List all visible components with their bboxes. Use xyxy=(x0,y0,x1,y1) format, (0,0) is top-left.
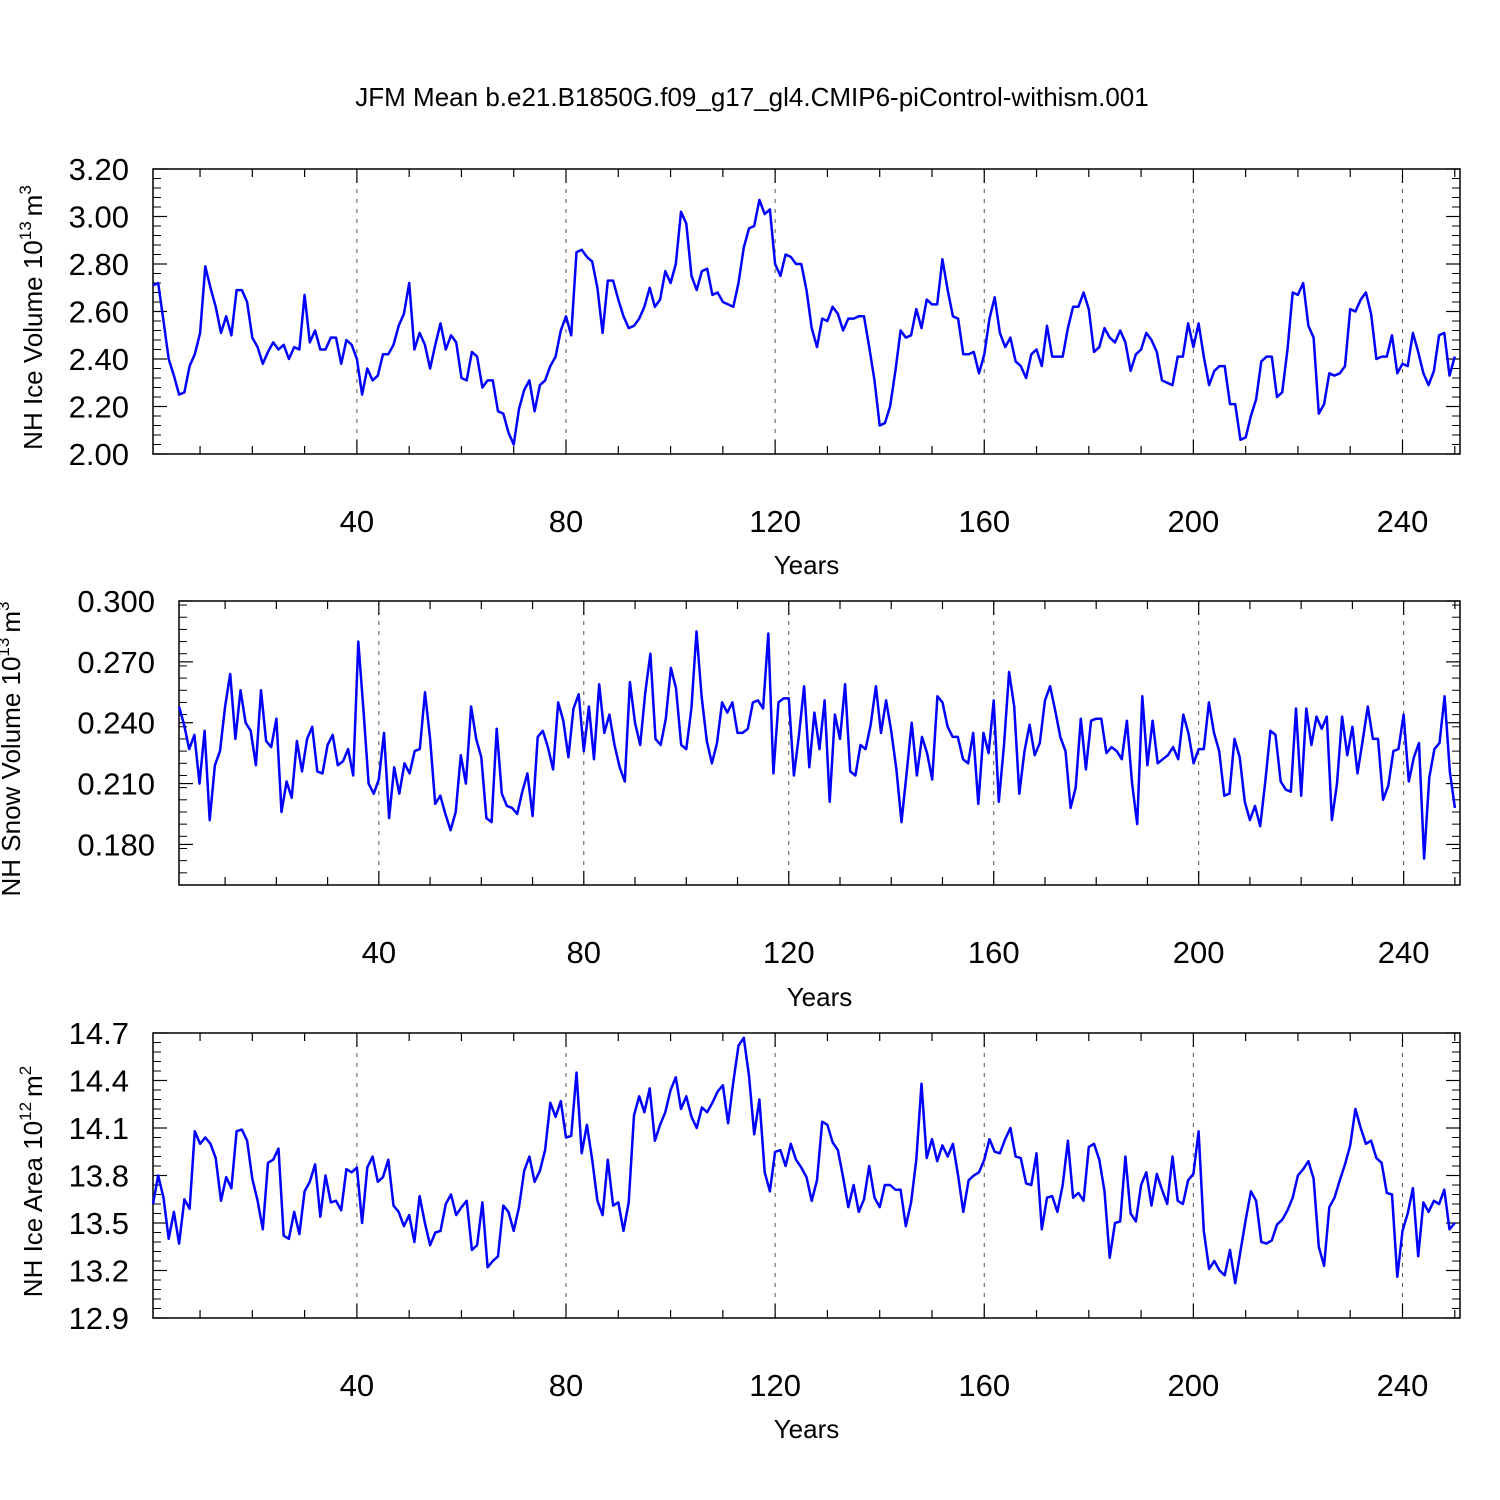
y-tick-label: 13.5 xyxy=(69,1206,129,1241)
x-axis-label: Years xyxy=(774,1414,840,1444)
y-tick-label: 2.80 xyxy=(69,247,129,282)
x-tick-label: 160 xyxy=(958,1368,1010,1403)
x-tick-label: 40 xyxy=(362,935,396,970)
panel-1: 40 80 120 160 200 240 2.00 2.20 2.40 2.60 2.80 3.00… xyxy=(16,152,1461,580)
series-line-2 xyxy=(177,630,1457,860)
x-tick-label: 80 xyxy=(567,935,601,970)
series-line-3 xyxy=(151,1036,1456,1285)
panel-2: 40 80 120 160 200 240 0.180 0.210 0.240 0.270 0.30… xyxy=(0,584,1461,1012)
x-tick-label: 240 xyxy=(1377,1368,1429,1403)
x-tick-label: 80 xyxy=(549,504,583,539)
y-tick-label: 2.00 xyxy=(69,437,129,472)
figure-title: JFM Mean b.e21.B1850G.f09_g17_gl4.CMIP6-… xyxy=(355,82,1148,112)
y-tick-label: 2.40 xyxy=(69,342,129,377)
x-tick-label: 120 xyxy=(749,504,801,539)
y-axis-label: NH Ice Volume 1013m3 xyxy=(16,185,48,450)
y-tick-label: 2.60 xyxy=(69,295,129,330)
plot-frame xyxy=(178,600,1461,886)
y-tick-label: 3.00 xyxy=(69,200,129,235)
x-tick-label: 240 xyxy=(1378,935,1430,970)
y-tick-label: 13.8 xyxy=(69,1159,129,1194)
y-tick-label: 0.210 xyxy=(77,767,155,802)
x-tick-label: 160 xyxy=(958,504,1010,539)
x-tick-label: 40 xyxy=(340,1368,374,1403)
panels: 40 80 120 160 200 240 2.00 2.20 2.40 2.60 2.80 3.00… xyxy=(0,152,1461,1444)
x-tick-label: 120 xyxy=(763,935,815,970)
x-tick-label: 120 xyxy=(749,1368,801,1403)
y-tick-label: 14.4 xyxy=(69,1064,129,1099)
x-tick-label: 40 xyxy=(340,504,374,539)
panel-3: 40 80 120 160 200 240 12.9 13.2 13.5 13.8 14.1 14.4… xyxy=(16,1016,1461,1444)
y-tick-label: 14.7 xyxy=(69,1016,129,1051)
x-axis-label: Years xyxy=(774,550,840,580)
plot-frame xyxy=(152,168,1461,455)
x-tick-label: 200 xyxy=(1168,1368,1220,1403)
x-axis-label: Years xyxy=(787,982,853,1012)
y-tick-label: 0.180 xyxy=(77,827,155,862)
series-line-1 xyxy=(152,198,1457,446)
y-tick-label: 2.20 xyxy=(69,390,129,425)
y-tick-label: 13.2 xyxy=(69,1254,129,1289)
y-tick-label: 0.240 xyxy=(77,706,155,741)
y-tick-label: 0.300 xyxy=(77,584,155,619)
y-tick-label: 12.9 xyxy=(69,1301,129,1336)
x-tick-label: 200 xyxy=(1168,504,1220,539)
x-tick-label: 80 xyxy=(549,1368,583,1403)
x-tick-label: 240 xyxy=(1377,504,1429,539)
y-axis-label: NH Ice Area 1012m2 xyxy=(16,1066,48,1297)
x-tick-label: 200 xyxy=(1173,935,1225,970)
x-tick-label: 160 xyxy=(968,935,1020,970)
y-tick-label: 0.270 xyxy=(77,645,155,680)
y-tick-label: 14.1 xyxy=(69,1111,129,1146)
plot-frame xyxy=(152,1032,1461,1319)
y-tick-label: 3.20 xyxy=(69,152,129,187)
y-axis-label: NH Snow Volume 1013m3 xyxy=(0,602,26,897)
